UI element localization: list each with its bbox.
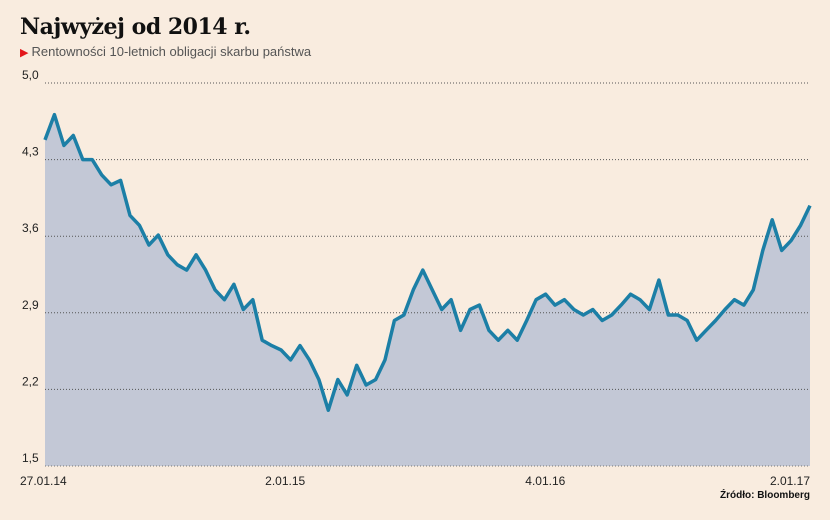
x-tick-label: 2.01.15 xyxy=(265,474,305,488)
y-tick-label: 2,2 xyxy=(22,374,39,388)
subtitle-text: Rentowności 10-letnich obligacji skarbu … xyxy=(31,44,312,59)
y-tick-label: 3,6 xyxy=(22,221,39,235)
series-line xyxy=(43,112,812,412)
triangle-icon: ▶ xyxy=(20,47,29,59)
x-tick-label: 27.01.14 xyxy=(20,474,67,488)
y-tick-label: 2,9 xyxy=(22,298,39,312)
y-tick-label: 4,3 xyxy=(22,145,39,159)
chart-title: Najwyżej od 2014 r. xyxy=(20,14,251,40)
y-tick-label: 5,0 xyxy=(22,68,39,82)
chart-subtitle: ▶ Rentowności 10-letnich obligacji skarbu… xyxy=(20,44,311,59)
source-note: Źródło: Bloomberg xyxy=(720,490,810,501)
x-tick-label: 4.01.16 xyxy=(525,474,565,488)
area-fill xyxy=(45,114,810,466)
y-tick-label: 1,5 xyxy=(22,451,39,465)
x-tick-label: 2.01.17 xyxy=(770,474,810,488)
